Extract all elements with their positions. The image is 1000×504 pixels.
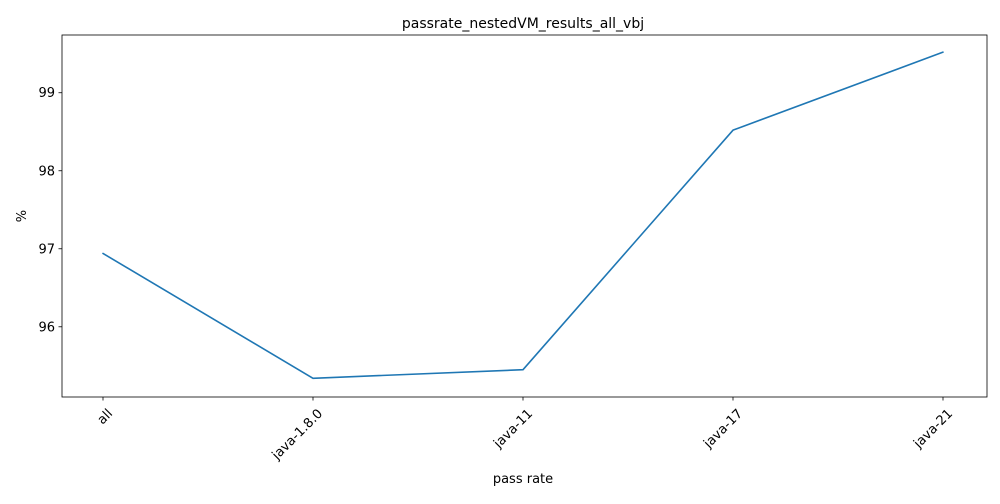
series-line bbox=[102, 51, 944, 380]
x-axis-label: pass rate bbox=[493, 472, 553, 487]
x-tick-label: java-17 bbox=[700, 406, 746, 452]
x-tick-label: java-1.8.0 bbox=[269, 406, 326, 463]
x-tick-label: all bbox=[95, 406, 116, 427]
y-tick-label: 98 bbox=[38, 164, 55, 179]
y-axis-label: % bbox=[15, 210, 30, 222]
y-tick-label: 96 bbox=[38, 320, 55, 335]
axes-frame bbox=[61, 34, 988, 398]
x-tick-label: java-21 bbox=[910, 406, 956, 452]
chart-title: passrate_nestedVM_results_all_vbj bbox=[402, 16, 644, 32]
plot-area: 96 97 98 99 all java-1.8.0 java-11 java-17 java-… bbox=[38, 34, 988, 464]
x-tick-label: java-11 bbox=[490, 406, 536, 452]
y-tick-label: 99 bbox=[38, 86, 55, 101]
y-tick-label: 97 bbox=[38, 242, 55, 257]
